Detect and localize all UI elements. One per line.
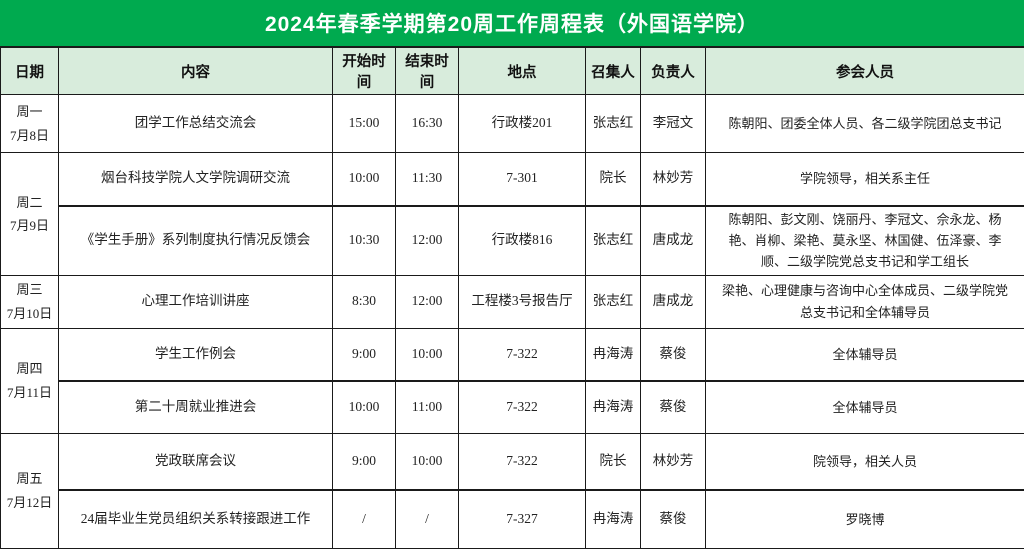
date-label: 7月9日 xyxy=(6,214,53,237)
weekday-label: 周三 xyxy=(6,278,53,301)
header-content: 内容 xyxy=(59,47,333,95)
end-time-cell: 12:00 xyxy=(396,275,459,328)
location-cell: 行政楼201 xyxy=(459,95,586,153)
header-location: 地点 xyxy=(459,47,586,95)
convener-cell: 冉海涛 xyxy=(586,490,641,548)
location-cell: 工程楼3号报告厅 xyxy=(459,275,586,328)
participants-cell: 全体辅导员 xyxy=(706,328,1024,381)
start-time-cell: 9:00 xyxy=(333,328,396,381)
lead-cell: 唐成龙 xyxy=(641,275,706,328)
location-cell: 7-322 xyxy=(459,328,586,381)
end-time-cell: 12:00 xyxy=(396,206,459,276)
convener-cell: 张志红 xyxy=(586,95,641,153)
participants-cell: 梁艳、心理健康与咨询中心全体成员、二级学院党总支书记和全体辅导员 xyxy=(706,275,1024,328)
participants-cell: 陈朝阳、团委全体人员、各二级学院团总支书记 xyxy=(706,95,1024,153)
start-time-cell: / xyxy=(333,490,396,548)
content-cell: 党政联席会议 xyxy=(59,433,333,490)
participants-cell: 陈朝阳、彭文刚、饶丽丹、李冠文、佘永龙、杨艳、肖柳、梁艳、莫永坚、林国健、伍泽豪… xyxy=(706,206,1024,276)
convener-cell: 院长 xyxy=(586,153,641,206)
location-cell: 7-301 xyxy=(459,153,586,206)
location-cell: 7-322 xyxy=(459,433,586,490)
participants-cell: 罗晓博 xyxy=(706,490,1024,548)
date-label: 7月12日 xyxy=(6,491,53,514)
end-time-cell: 16:30 xyxy=(396,95,459,153)
lead-cell: 唐成龙 xyxy=(641,206,706,276)
header-convener: 召集人 xyxy=(586,47,641,95)
date-label: 7月8日 xyxy=(6,124,53,147)
header-end-time: 结束时间 xyxy=(396,47,459,95)
start-time-cell: 15:00 xyxy=(333,95,396,153)
convener-cell: 冉海涛 xyxy=(586,328,641,381)
content-cell: 烟台科技学院人文学院调研交流 xyxy=(59,153,333,206)
content-cell: 学生工作例会 xyxy=(59,328,333,381)
lead-cell: 林妙芳 xyxy=(641,153,706,206)
content-cell: 第二十周就业推进会 xyxy=(59,381,333,433)
end-time-cell: 11:30 xyxy=(396,153,459,206)
convener-cell: 院长 xyxy=(586,433,641,490)
start-time-cell: 10:30 xyxy=(333,206,396,276)
header-row: 日期 内容 开始时间 结束时间 地点 召集人 负责人 参会人员 xyxy=(1,47,1024,95)
page-title: 2024年春季学期第20周工作周程表（外国语学院） xyxy=(265,8,759,38)
location-cell: 行政楼816 xyxy=(459,206,586,276)
end-time-cell: / xyxy=(396,490,459,548)
start-time-cell: 8:30 xyxy=(333,275,396,328)
weekday-label: 周四 xyxy=(6,357,53,380)
participants-cell: 学院领导，相关系主任 xyxy=(706,153,1024,206)
header-participants: 参会人员 xyxy=(706,47,1024,95)
content-cell: 24届毕业生党员组织关系转接跟进工作 xyxy=(59,490,333,548)
weekday-label: 周五 xyxy=(6,467,53,490)
weekday-label: 周一 xyxy=(6,100,53,123)
date-label: 7月11日 xyxy=(6,381,53,404)
header-date: 日期 xyxy=(1,47,59,95)
end-time-cell: 11:00 xyxy=(396,381,459,433)
end-time-cell: 10:00 xyxy=(396,328,459,381)
convener-cell: 张志红 xyxy=(586,206,641,276)
content-cell: 心理工作培训讲座 xyxy=(59,275,333,328)
content-cell: 《学生手册》系列制度执行情况反馈会 xyxy=(59,206,333,276)
convener-cell: 张志红 xyxy=(586,275,641,328)
lead-cell: 蔡俊 xyxy=(641,490,706,548)
convener-cell: 冉海涛 xyxy=(586,381,641,433)
content-cell: 团学工作总结交流会 xyxy=(59,95,333,153)
start-time-cell: 10:00 xyxy=(333,381,396,433)
participants-cell: 全体辅导员 xyxy=(706,381,1024,433)
location-cell: 7-327 xyxy=(459,490,586,548)
start-time-cell: 9:00 xyxy=(333,433,396,490)
lead-cell: 李冠文 xyxy=(641,95,706,153)
title-bar: 2024年春季学期第20周工作周程表（外国语学院） xyxy=(0,0,1024,46)
end-time-cell: 10:00 xyxy=(396,433,459,490)
lead-cell: 蔡俊 xyxy=(641,381,706,433)
location-cell: 7-322 xyxy=(459,381,586,433)
participants-cell: 院领导，相关人员 xyxy=(706,433,1024,490)
start-time-cell: 10:00 xyxy=(333,153,396,206)
lead-cell: 林妙芳 xyxy=(641,433,706,490)
weekday-label: 周二 xyxy=(6,191,53,214)
lead-cell: 蔡俊 xyxy=(641,328,706,381)
header-start-time: 开始时间 xyxy=(333,47,396,95)
date-label: 7月10日 xyxy=(6,302,53,325)
header-lead: 负责人 xyxy=(641,47,706,95)
